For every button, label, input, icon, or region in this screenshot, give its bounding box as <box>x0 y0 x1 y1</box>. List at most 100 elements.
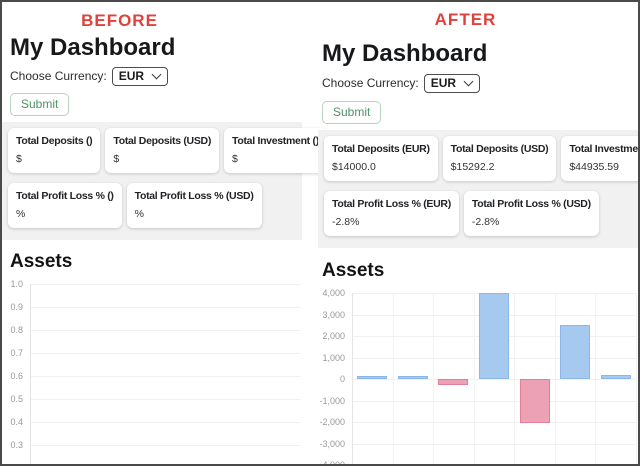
vertical-gridline <box>595 293 597 464</box>
horizontal-gridline <box>352 422 636 423</box>
y-axis-line <box>30 284 31 464</box>
dashboard-title: My Dashboard <box>10 34 176 61</box>
stat-card-profit-loss-usd: Total Profit Loss % (USD) -2.8% <box>463 191 599 236</box>
before-caption: BEFORE <box>81 11 158 30</box>
y-tick-label: 2,000 <box>322 331 345 341</box>
stat-card-value: % <box>134 208 144 220</box>
assets-heading: Assets <box>10 251 73 272</box>
submit-button[interactable]: Submit <box>322 101 382 124</box>
cards-row: Total Deposits (EUR) $14000.0 Total Depo… <box>324 136 638 181</box>
horizontal-gridline <box>30 353 300 354</box>
stat-card-label: Total Profit Loss % (USD) <box>471 198 591 210</box>
stat-card-total-investment: Total Investment (EUR) $44935.59 <box>561 136 638 181</box>
y-tick-label: 3,000 <box>322 309 345 320</box>
horizontal-gridline <box>30 422 300 423</box>
vertical-gridline <box>636 293 637 464</box>
currency-label: Choose Currency: <box>322 76 419 90</box>
stat-card-label: Total Profit Loss % () <box>16 190 114 202</box>
horizontal-gridline <box>352 443 636 445</box>
stat-card-total-deposits: Total Deposits (EUR) $14000.0 <box>324 136 438 181</box>
stat-card-total-deposits: Total Deposits () $ <box>8 128 101 173</box>
vertical-gridline <box>554 293 556 464</box>
stat-card-label: Total Profit Loss % (USD) <box>134 190 254 202</box>
vertical-gridline <box>473 293 475 464</box>
y-tick-label: 0.3 <box>10 440 23 450</box>
currency-select[interactable]: EUR <box>111 66 169 86</box>
stat-card-value: $14000.0 <box>332 161 376 173</box>
y-tick-label: -3,000 <box>319 438 345 449</box>
currency-label: Choose Currency: <box>10 69 107 83</box>
currency-selected-value: EUR <box>118 68 145 83</box>
vertical-gridline <box>433 293 435 464</box>
chevron-down-icon <box>151 69 162 79</box>
stat-card-value: $ <box>113 153 120 165</box>
y-tick-label: 0.7 <box>10 348 23 358</box>
y-axis-line <box>352 293 353 464</box>
bar-positive <box>397 376 428 379</box>
stat-card-label: Total Profit Loss % (EUR) <box>332 198 451 210</box>
summary-cards-strip: Total Deposits (EUR) $14000.0 Total Depo… <box>318 130 638 248</box>
stat-card-value: % <box>16 208 26 220</box>
horizontal-gridline <box>30 445 300 446</box>
y-tick-label: 1.0 <box>10 279 23 289</box>
dashboard-title: My Dashboard <box>322 40 488 67</box>
assets-chart-before: 1.0 0.9 0.8 0.7 0.6 0.5 0.4 0.3 0.2 <box>2 278 302 464</box>
cards-row: Total Profit Loss % (EUR) -2.8% Total Pr… <box>324 191 633 236</box>
horizontal-gridline <box>352 379 636 380</box>
stat-card-label: Total Investment (EUR) <box>569 143 638 155</box>
stat-card-total-deposits-usd: Total Deposits (USD) $ <box>105 128 220 173</box>
currency-row: Choose Currency: EUR <box>10 66 302 86</box>
horizontal-gridline <box>30 284 300 285</box>
submit-button[interactable]: Submit <box>10 93 70 116</box>
bar-positive <box>479 293 509 379</box>
currency-row: Choose Currency: EUR <box>322 73 638 93</box>
stat-card-value: $44935.59 <box>569 161 619 173</box>
bar-negative <box>519 379 550 424</box>
y-tick-label: 0.9 <box>10 302 23 312</box>
cards-row: Total Profit Loss % () % Total Profit Lo… <box>8 183 297 228</box>
chevron-down-icon <box>463 76 474 86</box>
y-tick-label: 4,000 <box>322 288 345 298</box>
stat-card-label: Total Deposits (USD) <box>450 143 549 155</box>
stat-card-value: -2.8% <box>471 216 500 228</box>
vertical-gridline <box>392 293 394 464</box>
after-caption: AFTER <box>434 10 497 29</box>
horizontal-gridline <box>30 376 300 377</box>
stat-card-profit-loss: Total Profit Loss % (EUR) -2.8% <box>324 191 459 236</box>
assets-heading: Assets <box>322 260 385 281</box>
cards-row: Total Deposits () $ Total Deposits (USD)… <box>8 128 327 173</box>
y-tick-label: 0.5 <box>10 394 23 404</box>
stat-card-label: Total Deposits (EUR) <box>332 143 430 155</box>
assets-chart-after: 4,000 3,000 2,000 1,000 0 -1,000 -2,000 -3,000 -… <box>318 287 638 466</box>
y-tick-label: -1,000 <box>319 395 345 406</box>
y-tick-label: 0 <box>339 374 345 384</box>
y-tick-label: -2,000 <box>319 417 345 427</box>
horizontal-gridline <box>30 307 300 308</box>
horizontal-gridline <box>30 399 300 400</box>
summary-cards-strip: Total Deposits () $ Total Deposits (USD)… <box>2 122 327 240</box>
bar-positive <box>600 375 631 379</box>
bar-positive <box>560 325 591 379</box>
y-tick-label: 0.2 <box>2 462 23 464</box>
vertical-gridline <box>514 293 516 464</box>
bar-negative <box>438 379 469 386</box>
after-panel: AFTER My Dashboard Choose Currency: EUR … <box>318 2 638 464</box>
horizontal-gridline <box>352 400 636 402</box>
bar-positive <box>357 375 388 379</box>
y-tick-label: 0.4 <box>10 417 23 427</box>
stat-card-total-deposits-usd: Total Deposits (USD) $15292.2 <box>442 136 557 181</box>
stat-card-value: $ <box>16 153 22 165</box>
currency-selected-value: EUR <box>430 75 457 90</box>
y-tick-label: 0.6 <box>10 371 23 381</box>
stat-card-label: Total Investment () <box>232 135 319 147</box>
stat-card-value: $15292.2 <box>450 161 495 173</box>
stat-card-profit-loss: Total Profit Loss % () % <box>8 183 122 228</box>
stat-card-profit-loss-usd: Total Profit Loss % (USD) % <box>126 183 262 228</box>
stat-card-label: Total Deposits (USD) <box>113 135 212 147</box>
currency-select[interactable]: EUR <box>423 73 481 93</box>
y-tick-label: 1,000 <box>322 352 345 363</box>
y-tick-label: -4,000 <box>319 460 345 466</box>
stat-card-value: -2.8% <box>332 216 360 228</box>
stat-card-label: Total Deposits () <box>16 135 93 147</box>
